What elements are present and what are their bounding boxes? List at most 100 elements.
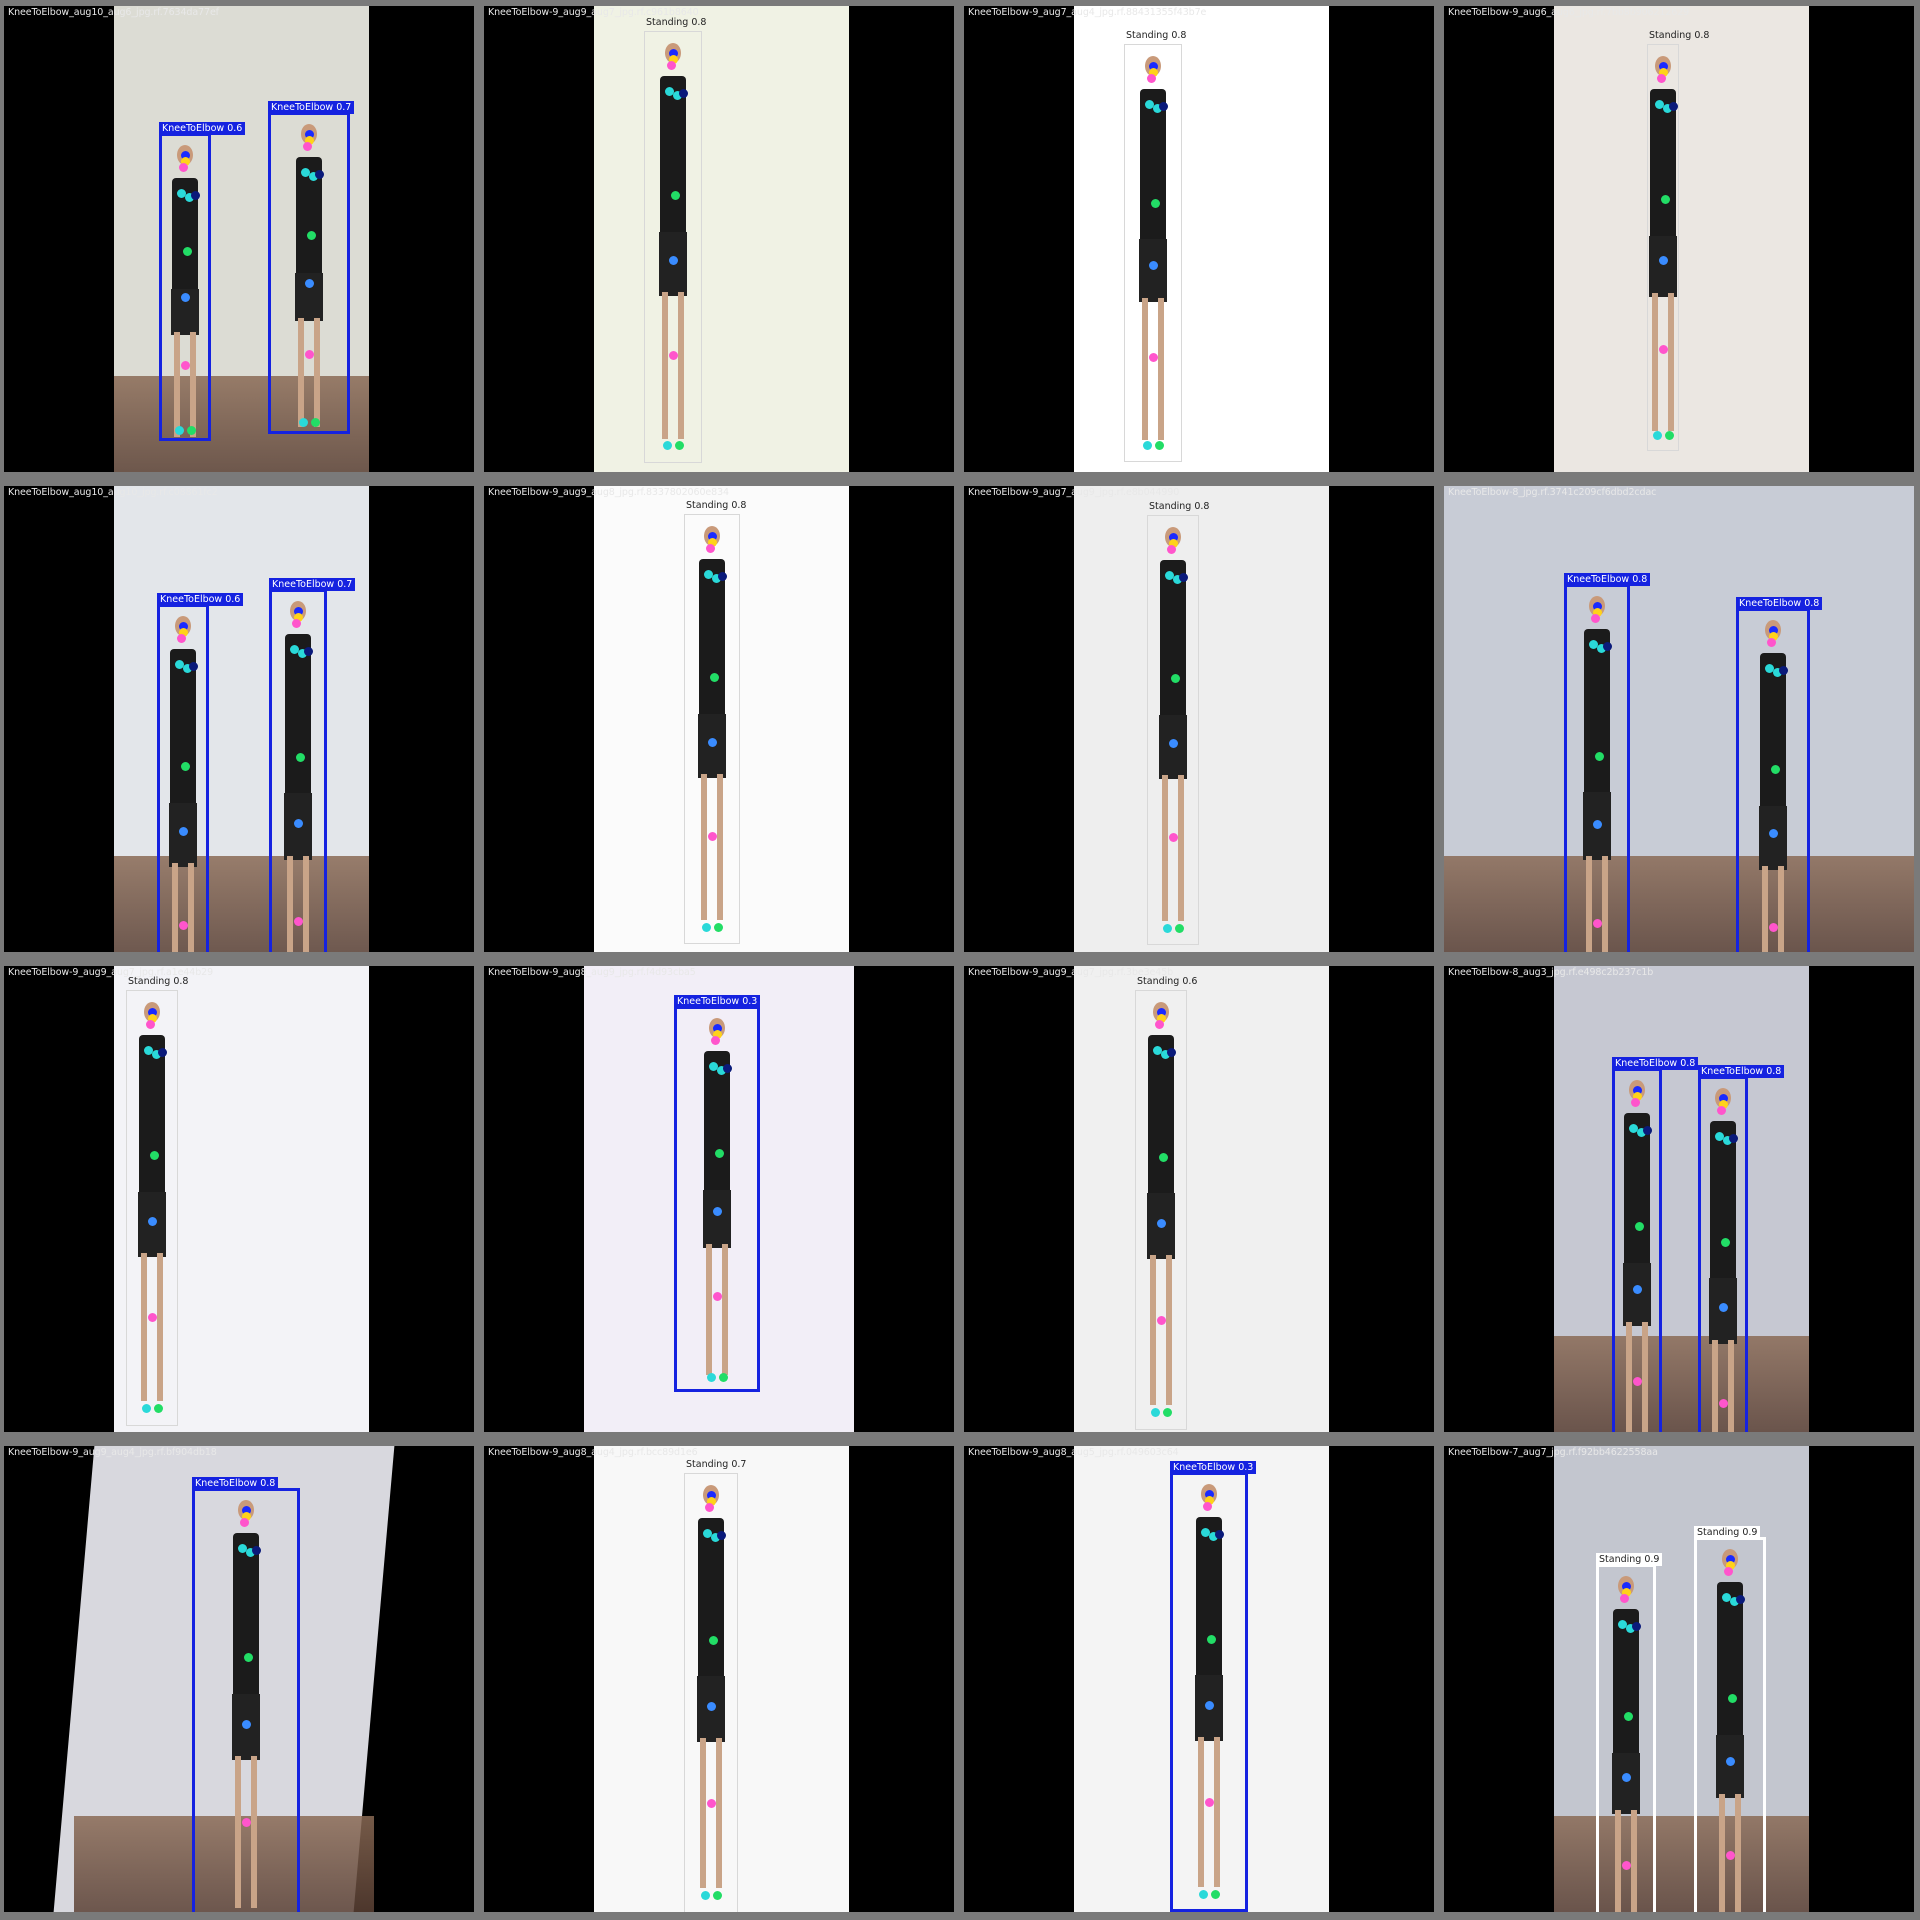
keypoint-marker <box>1719 1399 1728 1409</box>
keypoint-marker <box>1620 1594 1629 1603</box>
keypoint-marker <box>701 1891 710 1900</box>
keypoint-marker <box>299 417 308 427</box>
keypoint-marker <box>671 190 680 200</box>
keypoint-marker <box>1659 68 1668 77</box>
keypoint-marker <box>1643 1126 1652 1135</box>
keypoint-marker <box>150 1151 159 1161</box>
keypoint-marker <box>703 1529 712 1538</box>
keypoint-marker <box>311 417 320 427</box>
keypoint-marker <box>189 662 198 671</box>
keypoint-marker <box>1622 1588 1631 1597</box>
detection-label: KneeToElbow 0.6 <box>157 593 244 606</box>
keypoint-marker <box>1149 261 1158 271</box>
keypoint-marker <box>1151 198 1160 208</box>
keypoint-marker <box>142 1404 151 1414</box>
keypoint-marker <box>675 441 684 451</box>
keypoint-marker <box>1724 1567 1733 1576</box>
keypoint-marker <box>292 619 301 628</box>
keypoint-marker <box>1201 1528 1210 1537</box>
keypoint-marker <box>1145 100 1154 109</box>
image-filename: KneeToElbow-9_aug9_aug7_jpg.rf.3be3e45b <box>968 967 1174 978</box>
keypoint-marker <box>1719 1100 1728 1109</box>
keypoint-marker <box>1659 255 1668 265</box>
keypoint-marker <box>665 87 674 96</box>
keypoint-marker <box>301 168 310 177</box>
keypoint-marker <box>242 1818 251 1828</box>
keypoint-marker <box>704 570 713 579</box>
keypoint-marker <box>1629 1124 1638 1133</box>
detection-box: Standing 0.8 <box>684 500 746 944</box>
keypoint-marker <box>1153 104 1162 113</box>
prediction-tile: KneeToElbow_aug10_aug6_jpg.rf.7634da77ef… <box>4 6 474 472</box>
keypoint-marker <box>152 1050 161 1059</box>
keypoint-marker <box>1161 1050 1170 1059</box>
keypoint-marker <box>713 1291 722 1301</box>
image-filename: KneeToElbow-8_jpg.rf.3741c209cf6dbd2cdac <box>1448 487 1657 498</box>
detection-label: KneeToElbow 0.3 <box>1170 1461 1257 1474</box>
keypoint-marker <box>1633 1092 1642 1101</box>
keypoint-marker <box>1159 102 1168 111</box>
keypoint-marker <box>1653 430 1662 440</box>
keypoint-marker <box>179 163 188 172</box>
keypoint-marker <box>1593 919 1602 929</box>
keypoint-marker <box>723 1064 732 1073</box>
detection-label: KneeToElbow 0.8 <box>192 1477 279 1490</box>
training-image <box>1074 486 1329 952</box>
detection-box: Standing 0.8 <box>1147 501 1209 945</box>
image-filename: KneeToElbow-9_aug8_aug4_jpg.rf.bcc89d1e6 <box>488 1447 698 1458</box>
floor <box>1554 1336 1809 1432</box>
prediction-tile: KneeToElbow-9_aug9_aug7_jpg.rf.a1e44b29 S… <box>4 966 474 1432</box>
prediction-tile: KneeToElbow-8_jpg.rf.3741c209cf6dbd2cdac… <box>1444 486 1914 952</box>
keypoint-marker <box>711 1036 720 1045</box>
keypoint-marker <box>158 1048 167 1057</box>
detection-label: KneeToElbow 0.8 <box>1612 1057 1699 1070</box>
keypoint-marker <box>1159 1152 1168 1162</box>
keypoint-marker <box>1155 1020 1164 1029</box>
prediction-tile: KneeToElbow-9_aug6_aug6_jpg.rf.7bb8b9062… <box>1444 6 1914 472</box>
keypoint-marker <box>1657 74 1666 83</box>
detection-label: Standing 0.8 <box>646 17 707 28</box>
keypoint-marker <box>1723 1136 1732 1145</box>
keypoint-marker <box>242 1719 251 1729</box>
keypoint-marker <box>1593 608 1602 617</box>
floor <box>1444 856 1914 952</box>
keypoint-marker <box>707 1372 716 1382</box>
detection-box: KneeToElbow 0.7 <box>269 578 356 952</box>
keypoint-marker <box>298 649 307 658</box>
keypoint-marker <box>1149 353 1158 363</box>
keypoint-marker <box>1593 602 1602 611</box>
keypoint-marker <box>667 61 676 70</box>
keypoint-marker <box>715 1148 724 1158</box>
keypoint-marker <box>1721 1237 1730 1247</box>
detection-box: KneeToElbow 0.8 <box>1564 573 1651 952</box>
keypoint-marker <box>1157 1315 1166 1325</box>
keypoint-marker <box>294 916 303 926</box>
detection-label: KneeToElbow 0.6 <box>159 122 246 135</box>
image-filename: KneeToElbow-9_aug8_aug5_jpg.rf.049603c64 <box>968 1447 1179 1458</box>
detection-box: Standing 0.7 <box>684 1459 746 1912</box>
keypoint-marker <box>240 1518 249 1527</box>
prediction-tile: KneeToElbow-9_aug9_aug4_jpg.rf.bf904db18… <box>4 1446 474 1912</box>
keypoint-marker <box>181 762 190 772</box>
keypoint-marker <box>1147 74 1156 83</box>
keypoint-marker <box>305 350 314 360</box>
image-filename: KneeToElbow-9_aug9_aug4_jpg.rf.bf904db18 <box>8 1447 217 1458</box>
keypoint-marker <box>1665 430 1674 440</box>
prediction-tile: KneeToElbow_aug10_aug10_jpg.rf.c08861fc2… <box>4 486 474 952</box>
detection-box: Standing 0.9 <box>1596 1553 1663 1912</box>
keypoint-marker <box>1633 1376 1642 1386</box>
keypoint-marker <box>1769 632 1778 641</box>
keypoint-marker <box>713 1206 722 1216</box>
image-filename: KneeToElbow-9_aug6_aug6_jpg.rf.7bb8b9062… <box>1448 7 1690 18</box>
detection-box: Standing 0.9 <box>1694 1526 1766 1912</box>
keypoint-marker <box>1151 1408 1160 1417</box>
prediction-tile: KneeToElbow-9_aug8_aug4_jpg.rf.bcc89d1e6… <box>484 1446 954 1912</box>
keypoint-marker <box>305 136 314 145</box>
keypoint-marker <box>707 1798 716 1808</box>
detection-label: Standing 0.9 <box>1694 1526 1761 1539</box>
keypoint-marker <box>181 293 190 303</box>
detection-box: KneeToElbow 0.6 <box>159 122 246 441</box>
prediction-tile: KneeToElbow-9_aug9_aug8_jpg.rf.833780206… <box>484 486 954 952</box>
detection-box: Standing 0.8 <box>644 17 706 463</box>
